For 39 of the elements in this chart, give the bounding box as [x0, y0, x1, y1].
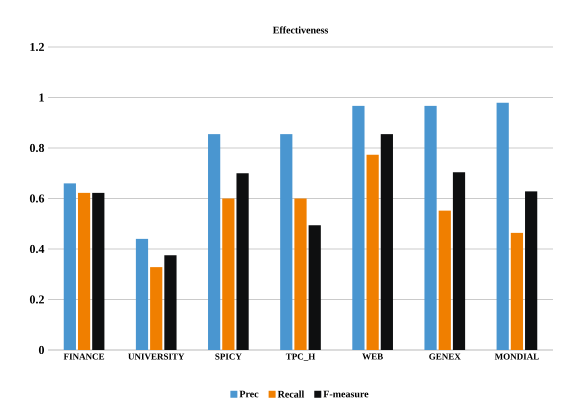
x-tick-label: FINANCE [64, 354, 104, 360]
legend-label: Prec [240, 390, 258, 398]
x-tick-label: UNIVERSITY [128, 354, 184, 360]
bar [438, 210, 451, 350]
chart-title: Effectiveness [272, 26, 328, 34]
x-tick-label: WEB [362, 354, 383, 360]
bar [92, 192, 104, 350]
y-tick-label: 1 [39, 94, 44, 102]
bar [64, 183, 76, 350]
legend-label: Recall [278, 390, 304, 398]
x-tick-label: GENEX [429, 354, 461, 360]
bar [136, 238, 148, 350]
bar [236, 173, 249, 350]
bar [222, 198, 234, 350]
bar [308, 225, 321, 350]
bar [164, 255, 177, 350]
y-tick-label: 1.2 [30, 42, 44, 52]
x-tick-label: TPC_H [286, 354, 316, 361]
bar [510, 232, 524, 350]
bar [150, 267, 162, 350]
bar [294, 198, 307, 350]
y-tick-label: 0.8 [30, 144, 44, 152]
bar [424, 106, 437, 350]
bar [380, 134, 393, 350]
bar [208, 134, 220, 350]
bar [496, 102, 509, 350]
legend-label: F-measure [323, 390, 368, 398]
bar [280, 134, 292, 350]
y-tick-label: 0.4 [30, 244, 44, 254]
y-tick-label: 0.6 [30, 194, 44, 203]
x-tick-label: MONDIAL [494, 354, 539, 360]
bar [78, 192, 90, 350]
bar [352, 106, 365, 350]
y-tick-label: 0 [38, 346, 44, 354]
y-tick-label: 0.2 [30, 295, 44, 304]
x-tick-label: SPICY [215, 354, 242, 360]
bar [452, 172, 466, 350]
bar [366, 154, 379, 350]
bar [525, 191, 538, 350]
